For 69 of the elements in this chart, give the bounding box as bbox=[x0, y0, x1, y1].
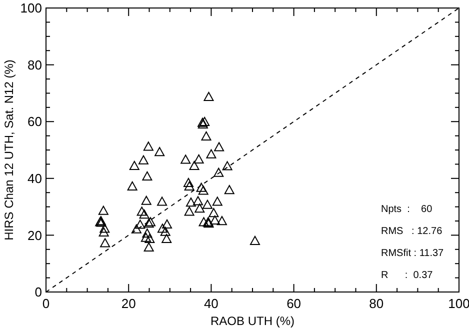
y-tick-label: 100 bbox=[20, 0, 42, 16]
point bbox=[100, 224, 110, 233]
point bbox=[100, 238, 110, 248]
point bbox=[214, 168, 224, 177]
point bbox=[160, 226, 170, 236]
x-axis-title: RAOB UTH (%) bbox=[210, 314, 295, 328]
point bbox=[157, 196, 168, 206]
point bbox=[184, 206, 194, 216]
x-tick-label: 80 bbox=[369, 296, 384, 311]
annotation: RMS : 12.76 bbox=[381, 226, 443, 237]
point bbox=[162, 219, 172, 229]
x-tick-label: 60 bbox=[286, 296, 302, 311]
point bbox=[192, 196, 203, 206]
point bbox=[186, 198, 196, 207]
y-tick-label: 40 bbox=[28, 170, 42, 186]
annotation: Npts : 60 bbox=[381, 204, 433, 215]
point bbox=[198, 118, 208, 127]
point bbox=[202, 200, 212, 209]
point bbox=[250, 236, 260, 245]
annotation: R : 0.37 bbox=[381, 270, 434, 281]
annotation: RMSfit : 11.37 bbox=[381, 248, 444, 259]
point bbox=[200, 116, 210, 126]
point bbox=[184, 181, 194, 190]
y-tick-label: 60 bbox=[28, 114, 42, 130]
y-tick-label: 0 bbox=[34, 284, 42, 300]
point bbox=[222, 161, 232, 170]
point bbox=[139, 209, 150, 219]
point bbox=[141, 196, 152, 205]
x-tick-label: 100 bbox=[448, 296, 469, 311]
point bbox=[142, 171, 152, 181]
point bbox=[198, 217, 209, 226]
x-tick-label: 40 bbox=[204, 296, 218, 311]
point bbox=[127, 181, 138, 190]
point bbox=[129, 160, 140, 170]
point bbox=[210, 215, 220, 225]
point bbox=[135, 220, 146, 229]
point bbox=[154, 146, 165, 156]
point bbox=[142, 228, 152, 238]
point bbox=[98, 206, 108, 215]
point bbox=[180, 154, 191, 164]
y-tick-label: 80 bbox=[28, 57, 42, 72]
point bbox=[136, 206, 147, 216]
point bbox=[194, 204, 205, 213]
point bbox=[189, 160, 200, 170]
point bbox=[98, 227, 109, 236]
y-axis-title: HIRS Chan 12 UTH, Sat. N12 (%) bbox=[2, 60, 16, 240]
y-tick-label: 20 bbox=[28, 228, 42, 243]
point bbox=[224, 185, 234, 194]
point bbox=[198, 186, 208, 195]
point bbox=[208, 208, 219, 218]
point bbox=[144, 234, 155, 243]
point bbox=[138, 155, 148, 164]
point bbox=[143, 142, 154, 151]
point bbox=[131, 224, 142, 234]
point bbox=[216, 216, 227, 226]
point bbox=[144, 242, 154, 252]
point bbox=[162, 234, 172, 243]
point bbox=[204, 92, 214, 101]
point bbox=[206, 149, 216, 158]
point bbox=[201, 131, 212, 140]
point bbox=[157, 224, 168, 233]
point bbox=[196, 182, 206, 192]
point bbox=[198, 119, 208, 129]
x-tick-label: 20 bbox=[121, 296, 136, 311]
point bbox=[140, 232, 151, 242]
point bbox=[194, 154, 204, 164]
point bbox=[183, 178, 194, 188]
point bbox=[214, 142, 224, 152]
point bbox=[212, 196, 222, 206]
